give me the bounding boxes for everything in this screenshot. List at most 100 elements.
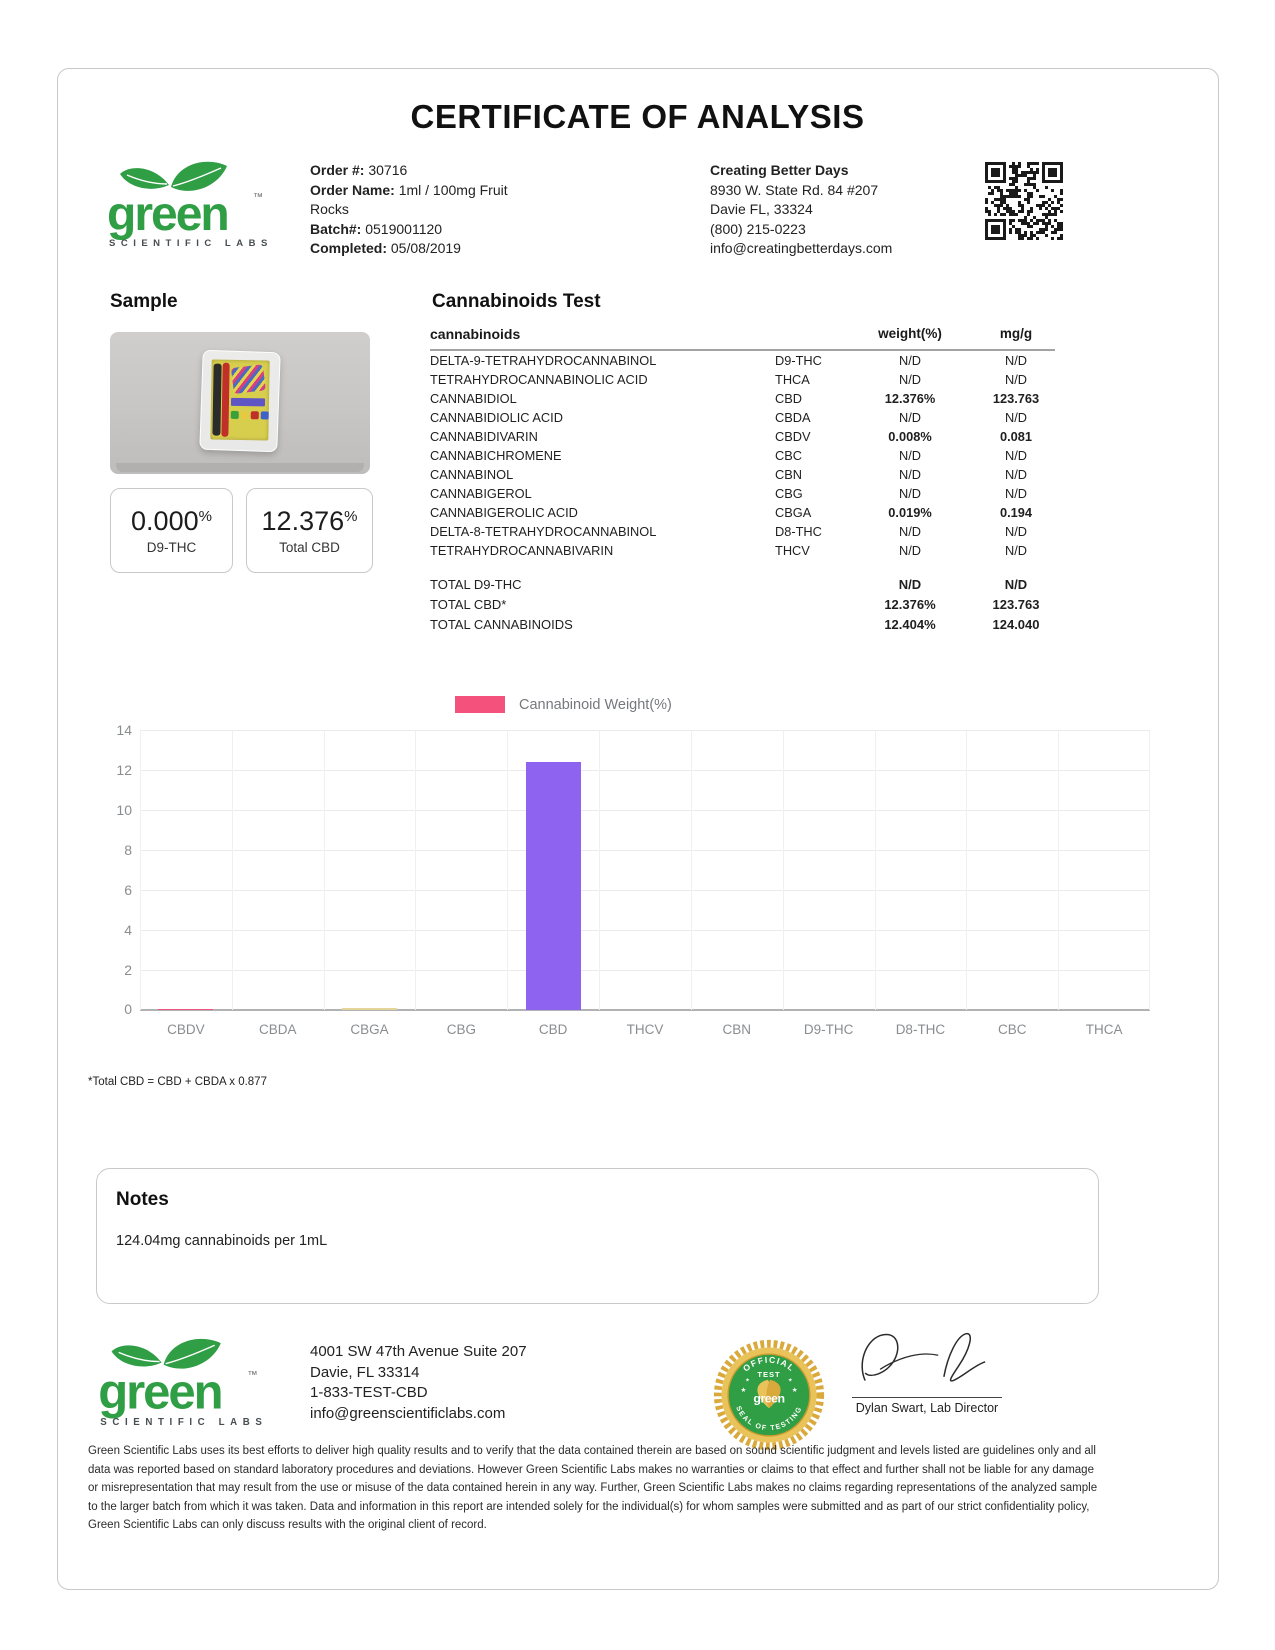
x-axis-label: CBG xyxy=(446,1022,476,1037)
total-cbd-value: 12.376% xyxy=(261,506,358,536)
y-axis-tick: 4 xyxy=(124,922,132,938)
order-info-line: Order Name: 1ml / 100mg Fruit Rocks xyxy=(310,181,508,218)
x-axis-label: CBD xyxy=(538,1022,568,1037)
col-header-cannabinoids: cannabinoids xyxy=(430,326,521,342)
x-axis-label: CBDV xyxy=(167,1022,205,1037)
sample-product-label xyxy=(210,359,270,441)
client-address-line: 8930 W. State Rd. 84 #207 xyxy=(710,181,879,198)
col-header-weight: weight(%) xyxy=(878,326,942,341)
lab-address-block: 4001 SW 47th Avenue Suite 207 Davie, FL 3… xyxy=(310,1342,527,1424)
official-test-seal: OFFICIAL TEST ★ ★ ★ ★ green SEAL OF TEST… xyxy=(712,1338,826,1457)
gridline xyxy=(599,730,601,1010)
client-address: 8930 W. State Rd. 84 #207 Davie FL, 33324… xyxy=(710,181,970,259)
result-box-d9thc: 0.000% D9-THC xyxy=(110,488,233,573)
table-totals: TOTAL D9-THC N/D N/D TOTAL CBD* 12.376% 123.7… xyxy=(430,575,1055,635)
gridline xyxy=(140,730,141,1010)
gridline xyxy=(140,810,1150,811)
page-title: CERTIFICATE OF ANALYSIS xyxy=(410,98,865,135)
table-header: cannabinoids weight(%) mg/g xyxy=(430,326,1055,351)
total-cbd-footnote: *Total CBD = CBD + CBDA x 0.877 xyxy=(88,1076,267,1088)
gridline xyxy=(782,730,784,1010)
green-scientific-labs-logo: green ™ SCIENTIFIC LABS xyxy=(103,156,275,255)
table-row: CANNABIDIOLIC ACID CBDA N/D N/D xyxy=(430,410,1028,425)
table-row: CANNABIDIOL CBD 12.376% 123.763 xyxy=(430,391,1040,406)
gridline xyxy=(140,770,1150,771)
y-axis-tick: 12 xyxy=(116,762,132,778)
table-row: CANNABIDIVARIN CBDV 0.008% 0.081 xyxy=(430,429,1033,444)
sample-pen-red xyxy=(221,362,230,437)
y-axis-tick: 2 xyxy=(124,962,132,978)
trademark-symbol: ™ xyxy=(247,1370,257,1381)
x-axis-label: CBN xyxy=(722,1022,752,1037)
lab-address-line: info@greenscientificlabs.com xyxy=(310,1404,506,1422)
logo-wordmark: green xyxy=(107,188,228,241)
legend-swatch xyxy=(455,696,505,713)
signature-graphic xyxy=(861,1332,986,1382)
x-axis-label: D8-THC xyxy=(895,1022,946,1037)
gridline xyxy=(140,890,1150,891)
d9thc-value: 0.000% xyxy=(131,506,212,536)
table-total-row: TOTAL CANNABINOIDS 12.404% 124.040 xyxy=(430,617,1040,632)
sample-product-package xyxy=(199,349,281,453)
chart-legend: Cannabinoid Weight(%) xyxy=(455,696,672,713)
client-info-block: Creating Better Days 8930 W. State Rd. 8… xyxy=(710,161,970,259)
gridline xyxy=(140,730,1150,731)
seal-test-text: TEST xyxy=(757,1370,780,1379)
gridline xyxy=(874,730,876,1010)
gridline xyxy=(231,730,233,1010)
col-header-mgg: mg/g xyxy=(999,326,1033,341)
bar-cbdv xyxy=(158,1009,214,1010)
x-axis-label: D9-THC xyxy=(803,1022,854,1037)
notes-text: 124.04mg cannabinoids per 1mL xyxy=(116,1233,328,1249)
photo-table-edge xyxy=(116,463,364,472)
gridline xyxy=(415,730,417,1010)
table-total-row: TOTAL CBD* 12.376% 123.763 xyxy=(430,597,1040,612)
client-address-line: info@creatingbetterdays.com xyxy=(710,240,893,256)
sample-photo xyxy=(110,332,370,474)
legend-label: Cannabinoid Weight(%) xyxy=(519,696,672,713)
x-axis-label: CBC xyxy=(998,1022,1027,1037)
table-row: CANNABINOL CBN N/D N/D xyxy=(430,467,1028,482)
trademark-symbol: ™ xyxy=(253,192,263,203)
order-info-block: Order #: 30716 Order Name: 1ml / 100mg Fr… xyxy=(310,161,522,259)
y-axis-tick: 14 xyxy=(116,722,132,738)
lab-director-name: Dylan Swart, Lab Director xyxy=(855,1401,999,1415)
sample-pen-dark xyxy=(212,363,222,436)
qr-code xyxy=(985,162,1063,245)
seal-star-left2: ★ xyxy=(745,1378,750,1384)
table-total-row: TOTAL D9-THC N/D N/D xyxy=(430,577,1028,592)
footer-logo: green ™ SCIENTIFIC LABS xyxy=(92,1333,272,1434)
bar-cbd xyxy=(525,762,581,1010)
seal-star-right: ★ xyxy=(792,1386,798,1394)
gridline xyxy=(507,730,509,1010)
table-body: DELTA-9-TETRAHYDROCANNABINOL D9-THC N/D N/D… xyxy=(430,351,1055,560)
cannabinoids-test-heading: Cannabinoids Test xyxy=(432,291,601,312)
gridline xyxy=(690,730,692,1010)
x-axis-label: CBDA xyxy=(258,1022,297,1037)
lab-address-line: 1-833-TEST-CBD xyxy=(310,1384,428,1401)
y-axis-tick: 0 xyxy=(124,1001,132,1017)
sample-label-banner xyxy=(230,397,266,407)
signature-block: Dylan Swart, Lab Director xyxy=(852,1324,1012,1415)
client-name: Creating Better Days xyxy=(710,162,849,178)
gridline xyxy=(323,730,325,1010)
bar-cbga xyxy=(342,1008,398,1010)
gridline xyxy=(140,930,1150,931)
table-row: CANNABIGEROL CBG N/D N/D xyxy=(430,486,1028,501)
table-row: CANNABICHROMENE CBC N/D N/D xyxy=(430,448,1028,463)
gridline xyxy=(140,970,1150,971)
gridline xyxy=(140,850,1150,851)
d9thc-label: D9-THC xyxy=(146,540,197,555)
seal-center-wordmark: green xyxy=(753,1392,784,1406)
seal-star-left: ★ xyxy=(741,1386,747,1394)
gridline xyxy=(966,730,968,1010)
sample-heading: Sample xyxy=(110,291,178,312)
sample-label-icons xyxy=(230,410,269,420)
y-axis-tick: 10 xyxy=(116,802,132,818)
table-row: TETRAHYDROCANNABIVARIN THCV N/D N/D xyxy=(430,543,1028,558)
notes-heading: Notes xyxy=(116,1189,169,1210)
seal-graphic: OFFICIAL TEST ★ ★ ★ ★ green SEAL OF TEST… xyxy=(713,1339,825,1451)
table-row: DELTA-8-TETRAHYDROCANNABINOL D8-THC N/D N/D xyxy=(430,524,1028,539)
logo-subtext: SCIENTIFIC LABS xyxy=(109,238,273,249)
